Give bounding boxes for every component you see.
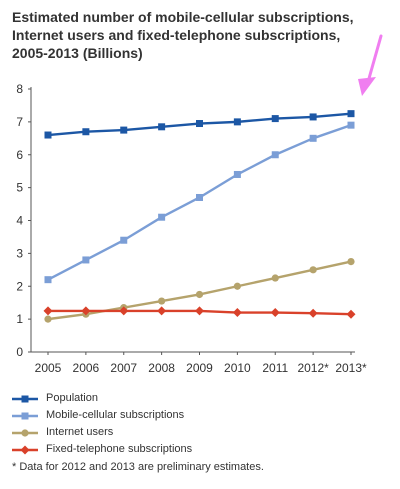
x-tick-label: 2008 (148, 361, 175, 375)
legend-item-fixed: Fixed-telephone subscriptions (12, 441, 392, 458)
series-1-point (309, 113, 317, 121)
series-1-point (347, 110, 355, 118)
series-1-point (233, 118, 241, 126)
series-3-point (309, 266, 317, 274)
legend-item-mobile: Mobile-cellular subscriptions (12, 407, 392, 424)
legend-swatch-population (12, 393, 38, 405)
chart-title-line: Estimated number of mobile-cellular subs… (12, 9, 354, 25)
legend-label-population: Population (46, 392, 98, 404)
series-4-point (346, 309, 356, 319)
legend-marker (21, 412, 29, 419)
line-chart: 0 1 2 3 4 5 6 7 8 2005 2006 2007 2008 2009 2010 2011 201… (16, 34, 383, 375)
x-tick-label: 2007 (110, 361, 137, 375)
series-2-point (44, 276, 52, 284)
series-2-point (196, 193, 203, 201)
legend-swatch-fixed (12, 444, 38, 456)
series-4-point (81, 306, 91, 316)
series-4-point (308, 308, 318, 318)
y-tick-label: 5 (16, 181, 23, 195)
y-tick-label: 4 (16, 214, 23, 228)
series-2-point (233, 170, 241, 178)
series-1-point (158, 123, 166, 131)
x-tick-label: 2009 (186, 361, 213, 375)
chart-title-line: Internet users and fixed-telephone subsc… (12, 27, 341, 43)
x-tick-label: 2011 (262, 361, 288, 375)
series-4-point (270, 308, 280, 318)
series-1-point (120, 126, 128, 134)
series-4-point (232, 308, 242, 318)
legend-label-fixed: Fixed-telephone subscriptions (46, 443, 193, 455)
y-tick-label: 7 (16, 115, 23, 129)
y-tick-label: 2 (16, 279, 23, 293)
x-tick-label: 2012* (297, 361, 329, 375)
legend-item-population: Population (12, 390, 392, 407)
legend-marker (20, 445, 30, 454)
series-2-point (158, 213, 166, 221)
series-1-point (196, 120, 203, 128)
series-4-point (157, 306, 167, 316)
y-tick-label: 6 (16, 148, 23, 162)
series-2-point (120, 236, 128, 244)
chart-title-line: 2005-2013 (Billions) (12, 45, 143, 61)
legend-marker (21, 395, 29, 402)
series-1-point (44, 131, 52, 139)
legend-label-internet: Internet users (46, 426, 114, 438)
series-3-point (158, 297, 166, 305)
x-tick-label: 2010 (224, 361, 251, 375)
series-3-point (271, 274, 279, 282)
x-tick-label: 2005 (35, 361, 62, 375)
x-tick-label: 2013* (335, 361, 367, 375)
y-tick-label: 8 (16, 82, 23, 96)
legend-marker (21, 428, 29, 437)
series-3-point (347, 257, 355, 266)
legend-label-mobile: Mobile-cellular subscriptions (46, 409, 185, 421)
series-2-point (309, 134, 317, 142)
annotation-arrow-head (358, 77, 376, 96)
series-2-point (271, 151, 279, 159)
y-tick-label: 0 (16, 345, 23, 359)
footnote: * Data for 2012 and 2013 are preliminary… (12, 461, 264, 473)
y-tick-label: 3 (16, 246, 23, 260)
series-3-point (195, 290, 204, 299)
legend-swatch-mobile (12, 410, 38, 422)
series-2-point (347, 121, 355, 129)
series-3-point (44, 315, 52, 323)
chart-title: Estimated number of mobile-cellular subs… (12, 8, 392, 62)
legend: Population Mobile-cellular subscriptions… (12, 390, 392, 458)
series-line-2 (47, 124, 352, 281)
annotation-arrow-shaft (366, 34, 383, 84)
series-4-point (195, 306, 204, 316)
series-3-point (233, 282, 241, 290)
x-tick-label: 2006 (73, 361, 100, 375)
series-2-point (82, 256, 90, 264)
series-4-point (119, 306, 129, 316)
legend-swatch-internet (12, 427, 38, 439)
series-4-point (43, 306, 53, 316)
series-1-point (271, 115, 279, 123)
series-1-point (82, 128, 90, 136)
legend-item-internet: Internet users (12, 424, 392, 441)
y-tick-label: 1 (16, 312, 23, 326)
